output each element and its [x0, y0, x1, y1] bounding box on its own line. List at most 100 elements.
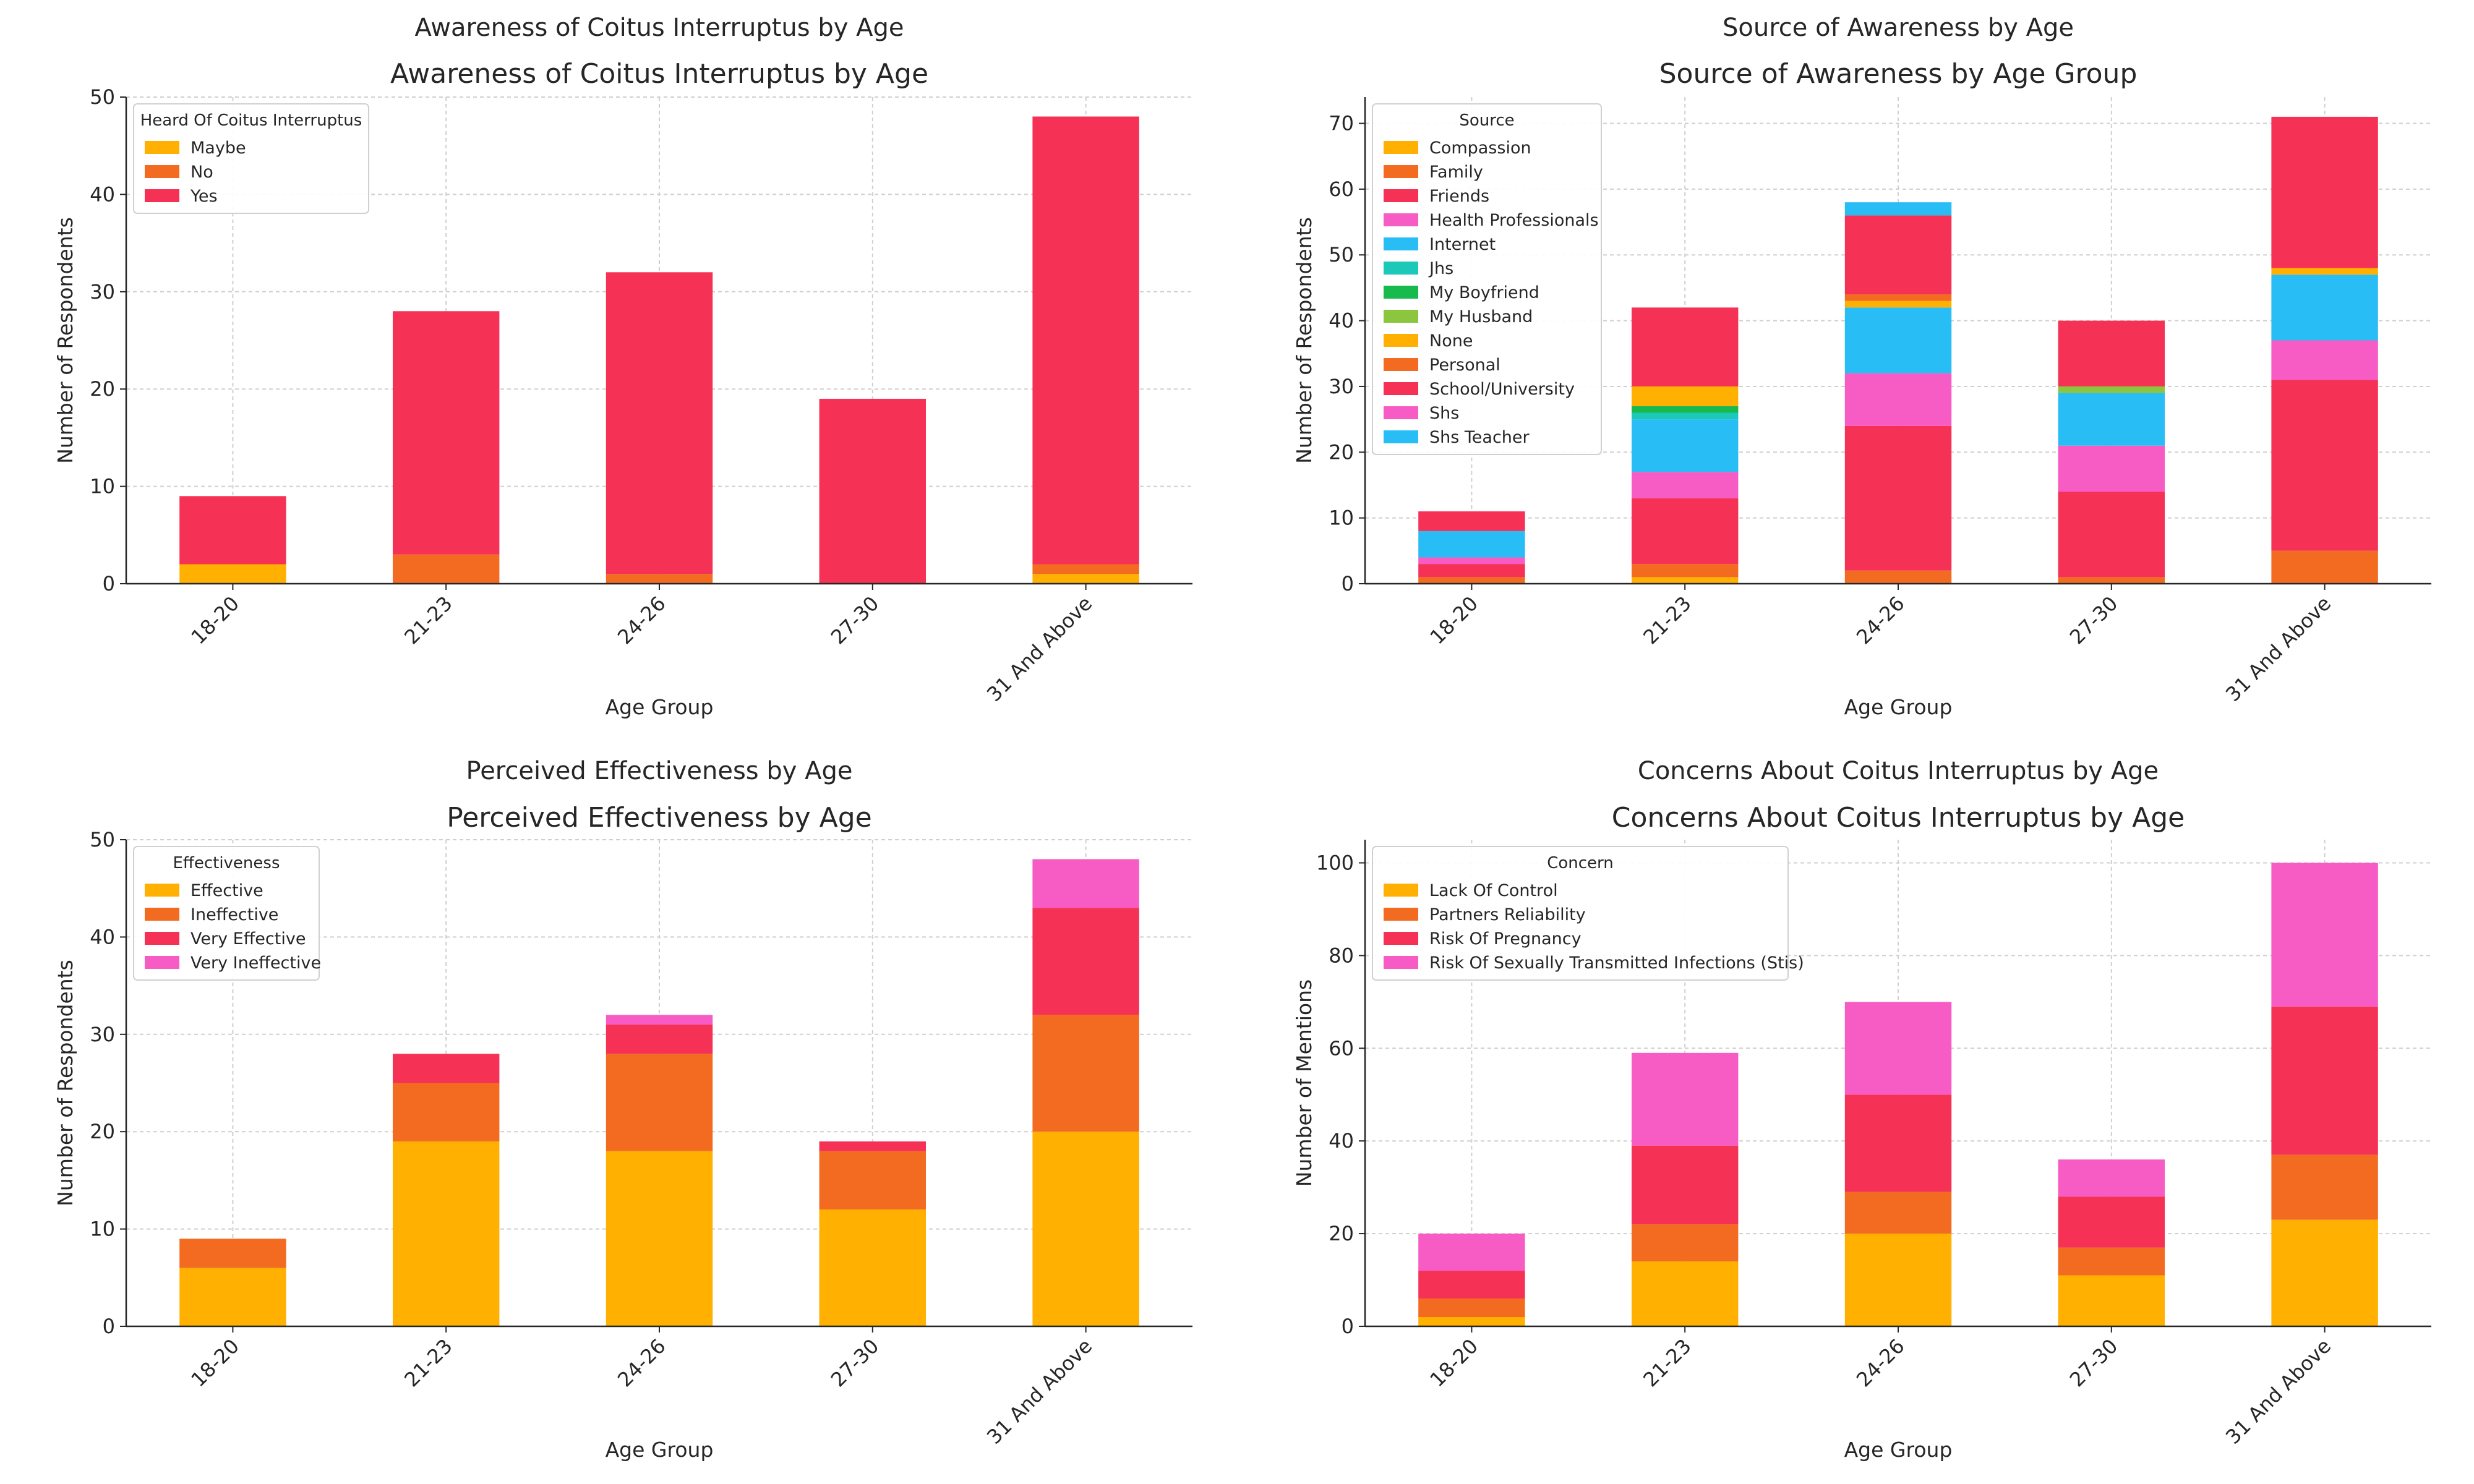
- legend: Effectiveness Effective Ineffective Very Ef…: [133, 846, 321, 981]
- x-tick-label: 31 And Above: [982, 592, 1097, 706]
- bar-segment-family: [1844, 570, 1952, 584]
- legend-box: [133, 103, 369, 214]
- bar-segment-no: [606, 574, 713, 584]
- y-tick-label: 30: [1329, 375, 1354, 398]
- legend-label: Health Professionals: [1429, 211, 1599, 230]
- bar-segment-health-professionals: [2271, 340, 2378, 380]
- legend-swatch: [1384, 884, 1418, 897]
- legend-swatch: [1384, 382, 1418, 395]
- y-tick-label: 0: [103, 572, 115, 595]
- bar-segment-school-university: [1418, 511, 1525, 531]
- y-axis-label: Number of Respondents: [53, 217, 77, 464]
- legend-swatch: [145, 165, 179, 178]
- x-tick-label: 24-26: [613, 1334, 670, 1392]
- legend-label: Yes: [190, 187, 218, 206]
- legend-swatch: [1384, 430, 1418, 443]
- bar-segment-effective: [179, 1268, 286, 1326]
- bar-segment-effective: [393, 1141, 500, 1326]
- bar-segment-partners-reliability: [1632, 1224, 1739, 1262]
- x-tick-label: 31 And Above: [982, 1334, 1097, 1449]
- y-tick-label: 20: [1329, 1222, 1354, 1245]
- figure-title: Awareness of Coitus Interruptus by Age: [415, 14, 904, 42]
- y-tick-label: 10: [90, 1217, 115, 1241]
- x-tick-label: 21-23: [400, 592, 457, 649]
- bar-segment-effective: [606, 1151, 713, 1326]
- bar-segment-partners-reliability: [1418, 1298, 1525, 1318]
- legend-box: [133, 846, 320, 981]
- legend-label: Risk Of Sexually Transmitted Infections …: [1429, 953, 1804, 973]
- y-tick-label: 0: [1342, 572, 1354, 595]
- bar-segment-school-university: [1844, 215, 1952, 295]
- x-tick-label: 18-20: [1425, 1334, 1483, 1392]
- legend-label: Effective: [190, 881, 263, 900]
- bar-segment-yes: [393, 311, 500, 555]
- bar-segment-friends: [1632, 498, 1739, 565]
- bar-segment-yes: [1032, 116, 1139, 565]
- legend-label: Shs Teacher: [1429, 428, 1530, 447]
- bar-segment-partners-reliability: [2058, 1247, 2165, 1276]
- bar-segment-health-professionals: [1632, 472, 1739, 498]
- bar-segment-family: [2271, 550, 2378, 584]
- legend-label: Friends: [1429, 187, 1489, 206]
- legend: Concern Lack Of Control Partners Reliabili…: [1372, 846, 1804, 981]
- x-tick-label: 24-26: [1852, 592, 1909, 649]
- bar-segment-family: [2058, 577, 2165, 584]
- legend-label: No: [190, 163, 213, 182]
- legend-label: Jhs: [1428, 259, 1453, 278]
- legend-box: [1372, 103, 1602, 455]
- x-tick-label: 18-20: [1425, 592, 1483, 649]
- legend-label: Maybe: [190, 139, 246, 158]
- x-tick-label: 27-30: [826, 1334, 884, 1392]
- bar-segment-risk-of-sexually-transmitted-infections-stis-: [1844, 1002, 1952, 1095]
- y-tick-label: 20: [90, 1120, 115, 1143]
- y-tick-label: 60: [1329, 177, 1354, 201]
- chart-title: Awareness of Coitus Interruptus by Age: [390, 58, 928, 90]
- bar-segment-risk-of-pregnancy: [1632, 1145, 1739, 1225]
- bar-segment-friends: [2058, 492, 2165, 578]
- legend-swatch: [1384, 237, 1418, 250]
- bar-segment-no: [393, 554, 500, 584]
- bar-segment-ineffective: [179, 1239, 286, 1268]
- x-tick-label: 21-23: [1638, 592, 1696, 649]
- bar-segment-no: [1032, 564, 1139, 574]
- legend-swatch: [145, 908, 179, 921]
- bar-segment-none: [2271, 268, 2378, 275]
- bar-segment-ineffective: [393, 1083, 500, 1141]
- y-axis-label: Number of Respondents: [1292, 217, 1316, 464]
- bar-segment-ineffective: [1032, 1015, 1139, 1132]
- bar-segment-very-ineffective: [1032, 859, 1139, 908]
- legend-swatch: [145, 189, 179, 202]
- x-tick-label: 18-20: [186, 1334, 244, 1392]
- legend: Source Compassion Family Friends Health Prof…: [1372, 103, 1602, 455]
- y-tick-label: 50: [1329, 243, 1354, 267]
- bar-segment-very-effective: [393, 1054, 500, 1083]
- bar-segment-risk-of-sexually-transmitted-infections-stis-: [2271, 863, 2378, 1007]
- bar-segment-jhs: [1632, 412, 1739, 420]
- y-tick-label: 60: [1329, 1036, 1354, 1060]
- x-tick-label: 27-30: [2065, 592, 2123, 649]
- bar-segment-internet: [2058, 393, 2165, 446]
- legend-swatch: [1384, 189, 1418, 202]
- y-tick-label: 20: [90, 377, 115, 401]
- bar-segment-internet: [1632, 419, 1739, 472]
- legend-title: Concern: [1547, 854, 1614, 872]
- legend-swatch: [145, 141, 179, 154]
- bar-segment-risk-of-sexually-transmitted-infections-stis-: [1632, 1052, 1739, 1146]
- bar-segment-friends: [1844, 425, 1952, 571]
- legend-swatch: [1384, 358, 1418, 371]
- bar-segment-risk-of-sexually-transmitted-infections-stis-: [1418, 1234, 1525, 1271]
- x-tick-label: 21-23: [1638, 1334, 1696, 1392]
- bar-segment-school-university: [2058, 320, 2165, 386]
- bar-segment-maybe: [179, 564, 286, 584]
- bar-segment-internet: [1418, 531, 1525, 558]
- bar-segment-very-effective: [819, 1141, 926, 1151]
- bar-segment-maybe: [1032, 574, 1139, 584]
- y-tick-label: 10: [1329, 506, 1354, 530]
- x-tick-label: 21-23: [400, 1334, 457, 1392]
- bar-segment-ineffective: [606, 1054, 713, 1151]
- legend-box: [1372, 846, 1789, 981]
- bar-segment-lack-of-control: [1632, 1261, 1739, 1326]
- bar-segment-ineffective: [819, 1151, 926, 1210]
- x-tick-label: 31 And Above: [2221, 592, 2335, 706]
- legend-label: Personal: [1429, 356, 1500, 375]
